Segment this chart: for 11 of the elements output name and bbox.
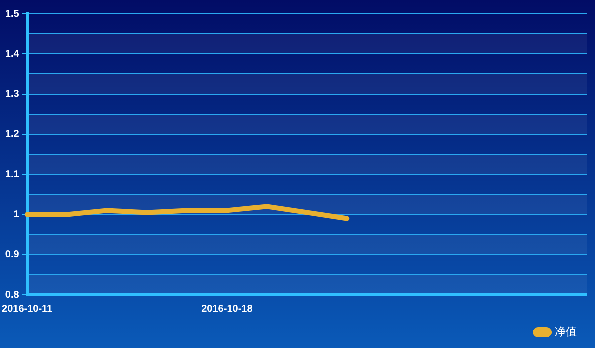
y-tick-label: 1.2 [5,129,20,140]
y-tick-label: 1 [14,209,20,220]
x-tick-label: 2016-10-11 [2,304,54,315]
y-tick-label: 0.8 [5,290,20,301]
legend-label: 净值 [555,325,577,338]
y-tick-label: 1.1 [5,169,20,180]
x-tick-label: 2016-10-18 [202,304,254,315]
y-tick-label: 1.3 [5,89,20,100]
y-tick-label: 1.5 [5,8,20,20]
y-tick-label: 1.4 [5,48,20,60]
y-tick-label: 0.9 [5,250,20,261]
